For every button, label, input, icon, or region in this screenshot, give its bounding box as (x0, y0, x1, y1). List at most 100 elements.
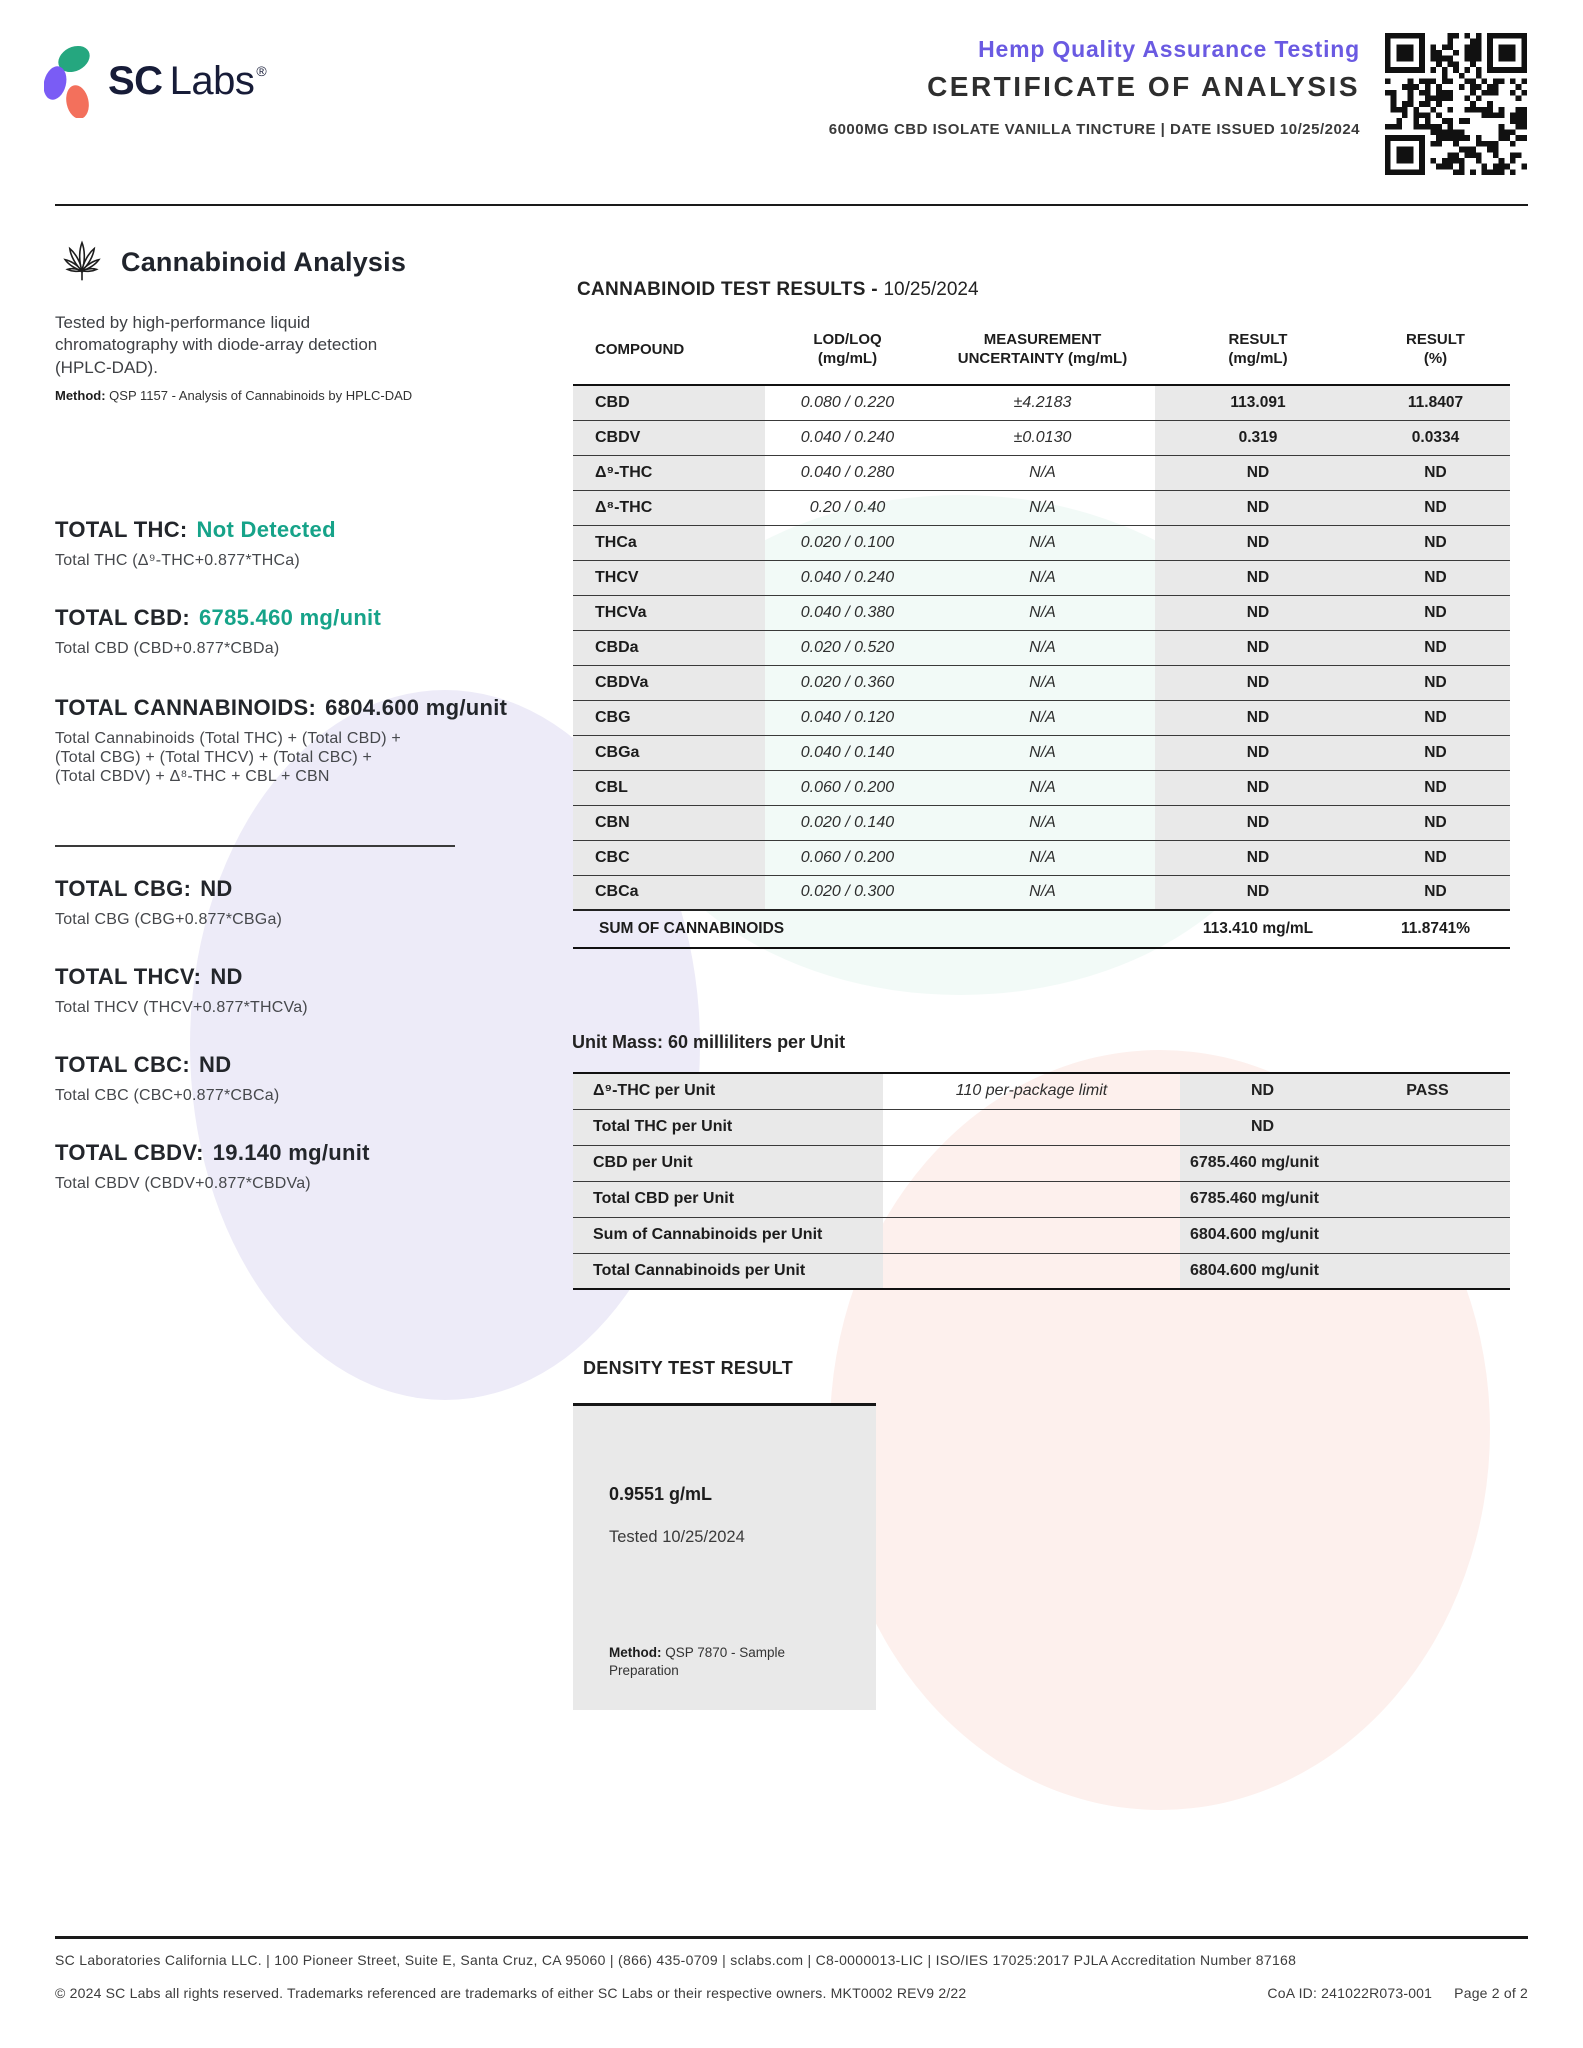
compound-cell: Δ⁸-THC (573, 490, 765, 526)
results-row: THCa 0.020 / 0.100 N/A ND ND (573, 525, 1510, 561)
unit-label: Total Cannabinoids per Unit (573, 1253, 883, 1290)
unit-label: Total CBD per Unit (573, 1181, 883, 1218)
result-pct-cell: ND (1361, 455, 1510, 491)
unit-value: 6785.460 mg/unit (1180, 1181, 1510, 1218)
uncertainty-cell: N/A (930, 840, 1155, 876)
results-row: CBGa 0.040 / 0.140 N/A ND ND (573, 735, 1510, 771)
footer-lab-info: SC Laboratories California LLC. | 100 Pi… (55, 1952, 1297, 1968)
col-measurement-uncertainty: MEASUREMENT UNCERTAINTY (mg/mL) (930, 322, 1155, 386)
total-cannabinoids-block: TOTAL CANNABINOIDS: 6804.600 mg/unit Tota… (55, 695, 575, 787)
lod-loq-cell: 0.060 / 0.200 (765, 770, 930, 806)
sc-labs-logo: SC Labs ® (44, 44, 267, 118)
header-title-block: Hemp Quality Assurance Testing CERTIFICA… (829, 36, 1360, 138)
lod-loq-cell: 0.040 / 0.280 (765, 455, 930, 491)
result-mg-cell: ND (1155, 735, 1361, 771)
sum-result-mg: 113.410 mg/mL (1155, 910, 1361, 949)
compound-cell: THCVa (573, 595, 765, 631)
method-text: QSP 1157 - Analysis of Cannabinoids by H… (109, 388, 413, 403)
result-mg-cell: ND (1155, 455, 1361, 491)
total-thcv-formula: Total THCV (THCV+0.877*THCVa) (55, 999, 308, 1016)
results-header-row: COMPOUND LOD/LOQ (mg/mL) MEASUREMENT UNC… (573, 322, 1510, 386)
results-row: CBG 0.040 / 0.120 N/A ND ND (573, 700, 1510, 736)
compound-cell: CBCa (573, 875, 765, 911)
unit-limit (883, 1109, 1180, 1146)
unit-row-d9thc: Δ⁹-THC per Unit 110 per-package limit ND… (573, 1073, 1510, 1110)
compound-cell: CBL (573, 770, 765, 806)
results-row: CBD 0.080 / 0.220 ±4.2183 113.091 11.840… (573, 385, 1510, 421)
uncertainty-cell: N/A (930, 595, 1155, 631)
compound-cell: CBDV (573, 420, 765, 456)
uncertainty-cell: N/A (930, 560, 1155, 596)
density-value: 0.9551 g/mL (609, 1484, 713, 1504)
uncertainty-cell: ±4.2183 (930, 385, 1155, 421)
compound-cell: Δ⁹-THC (573, 455, 765, 491)
unit-result: ND (1180, 1109, 1345, 1146)
unit-status: PASS (1345, 1073, 1510, 1110)
unit-mass-title: Unit Mass: 60 milliliters per Unit (572, 1032, 846, 1052)
hemp-leaf-icon (55, 230, 109, 294)
unit-limit: 110 per-package limit (883, 1073, 1180, 1110)
result-pct-cell: ND (1361, 490, 1510, 526)
coa-id: CoA ID: 241022R073-001 (1267, 1985, 1433, 2001)
result-mg-cell: ND (1155, 490, 1361, 526)
total-cbdv-block: TOTAL CBDV: 19.140 mg/unit Total CBDV (CB… (55, 1140, 575, 1194)
results-row: CBC 0.060 / 0.200 N/A ND ND (573, 840, 1510, 876)
qr-code (1385, 33, 1527, 175)
results-row: CBL 0.060 / 0.200 N/A ND ND (573, 770, 1510, 806)
header-divider (55, 204, 1528, 206)
total-cbg-heading: TOTAL CBG: ND (55, 876, 233, 901)
result-mg-cell: ND (1155, 560, 1361, 596)
footer-legal-line: © 2024 SC Labs all rights reserved. Trad… (55, 1985, 1528, 2001)
total-cbc-formula: Total CBC (CBC+0.877*CBCa) (55, 1087, 280, 1104)
lod-loq-cell: 0.040 / 0.380 (765, 595, 930, 631)
compound-cell: CBDa (573, 630, 765, 666)
cannabinoid-analysis-header: Cannabinoid Analysis (55, 230, 406, 294)
col-result-pct: RESULT (%) (1361, 322, 1510, 386)
result-mg-cell: ND (1155, 525, 1361, 561)
total-cbg-block: TOTAL CBG: ND Total CBG (CBG+0.877*CBGa) (55, 876, 575, 930)
result-pct-cell: ND (1361, 595, 1510, 631)
total-cannabinoids-formula: Total Cannabinoids (Total THC) + (Total … (55, 730, 401, 785)
sample-info-line: 6000MG CBD ISOLATE VANILLA TINCTURE | DA… (828, 121, 1360, 138)
result-pct-cell: ND (1361, 805, 1510, 841)
result-mg-cell: ND (1155, 630, 1361, 666)
left-panel-divider (55, 845, 455, 847)
uncertainty-cell: N/A (930, 665, 1155, 701)
logo-wordmark: SC Labs ® (108, 58, 267, 103)
unit-limit (883, 1181, 1180, 1218)
method-label: Method: (55, 388, 106, 403)
results-row: CBN 0.020 / 0.140 N/A ND ND (573, 805, 1510, 841)
lod-loq-cell: 0.020 / 0.100 (765, 525, 930, 561)
unit-limit (883, 1217, 1180, 1254)
results-row: Δ⁸-THC 0.20 / 0.40 N/A ND ND (573, 490, 1510, 526)
density-test-title: DENSITY TEST RESULT (583, 1358, 794, 1378)
unit-label: Total THC per Unit (573, 1109, 883, 1146)
result-mg-cell: ND (1155, 595, 1361, 631)
unit-limit (883, 1145, 1180, 1182)
total-cbg-formula: Total CBG (CBG+0.877*CBGa) (55, 911, 283, 928)
uncertainty-cell: N/A (930, 630, 1155, 666)
result-pct-cell: ND (1361, 700, 1510, 736)
total-thc-block: TOTAL THC: Not Detected Total THC (Δ⁹-THC… (55, 517, 575, 571)
results-row: Δ⁹-THC 0.040 / 0.280 N/A ND ND (573, 455, 1510, 491)
sc-labs-logo-icon (44, 45, 90, 118)
uncertainty-cell: N/A (930, 770, 1155, 806)
result-pct-cell: ND (1361, 840, 1510, 876)
compound-cell: THCa (573, 525, 765, 561)
result-pct-cell: ND (1361, 665, 1510, 701)
compound-cell: CBD (573, 385, 765, 421)
compound-cell: CBG (573, 700, 765, 736)
density-method: Method: QSP 7870 - Sample Preparation (609, 1645, 786, 1679)
density-result-box: 0.9551 g/mL Tested 10/25/2024 Method: QS… (573, 1403, 876, 1710)
unit-value: 6785.460 mg/unit (1180, 1145, 1510, 1182)
lod-loq-cell: 0.060 / 0.200 (765, 840, 930, 876)
unit-label: CBD per Unit (573, 1145, 883, 1182)
results-row: CBDVa 0.020 / 0.360 N/A ND ND (573, 665, 1510, 701)
lod-loq-cell: 0.080 / 0.220 (765, 385, 930, 421)
result-pct-cell: 11.8407 (1361, 385, 1510, 421)
unit-limit (883, 1253, 1180, 1290)
uncertainty-cell: ±0.0130 (930, 420, 1155, 456)
unit-value: 6804.600 mg/unit (1180, 1253, 1510, 1290)
sum-row: SUM OF CANNABINOIDS 113.410 mg/mL 11.874… (573, 910, 1510, 949)
